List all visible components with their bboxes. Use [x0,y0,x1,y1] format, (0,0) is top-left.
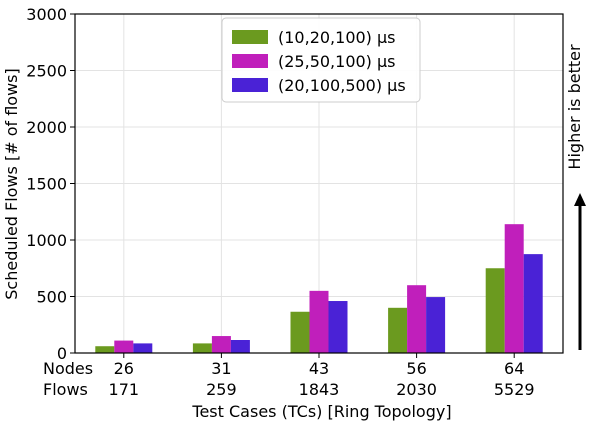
x-tick-label-nodes: 31 [211,359,231,378]
x-tick-label-nodes: 26 [114,359,134,378]
bar [523,254,543,353]
bar [407,285,427,353]
bar [192,343,212,353]
y-tick-label: 0 [57,344,67,363]
y-axis-ticks: 0 500 1000 1500 2000 2500 3000 [26,5,75,363]
y-tick-label: 2000 [26,118,67,137]
y-tick-label: 1500 [26,175,67,194]
legend: (10,20,100) μs (25,50,100) μs (20,100,500)… [221,17,421,103]
x-tick-label-flows: 5529 [494,380,535,399]
bar [309,290,329,353]
legend-label: (25,50,100) μs [278,52,396,71]
bar [485,268,505,353]
y-axis-label: Scheduled Flows [# of flows] [2,68,21,299]
nodes-row-label: Nodes [43,359,93,378]
bar [230,340,250,353]
y-tick-label: 3000 [26,5,67,24]
y-tick-label: 2500 [26,62,67,81]
y-tick-label: 1000 [26,231,67,250]
legend-box [221,17,421,103]
legend-label: (10,20,100) μs [278,28,396,47]
bar [504,224,524,353]
legend-swatch [232,78,268,92]
bar [290,311,310,353]
flows-row-label: Flows [43,380,88,399]
bar [211,336,231,353]
bars [95,224,543,353]
legend-label: (20,100,500) μs [278,76,406,95]
bar [114,340,134,353]
legend-swatch [232,54,268,68]
bar [95,346,115,353]
bar [426,297,446,353]
x-tick-label-nodes: 43 [309,359,329,378]
x-tick-label-flows: 2030 [396,380,437,399]
x-axis-categories: 26 171 31 259 43 1843 56 2030 64 5529 [109,353,535,399]
x-tick-label-nodes: 56 [406,359,426,378]
x-axis-label: Test Cases (TCs) [Ring Topology] [191,402,451,421]
higher-is-better-annotation: Higher is better [565,44,584,170]
x-tick-label-flows: 1843 [299,380,340,399]
bar [133,343,153,353]
bar [328,301,348,353]
bar [388,307,408,353]
legend-swatch [232,30,268,44]
y-tick-label: 500 [36,288,67,307]
x-tick-label-flows: 259 [206,380,237,399]
x-tick-label-flows: 171 [109,380,140,399]
up-arrow-icon [574,193,586,350]
x-tick-label-nodes: 64 [504,359,524,378]
